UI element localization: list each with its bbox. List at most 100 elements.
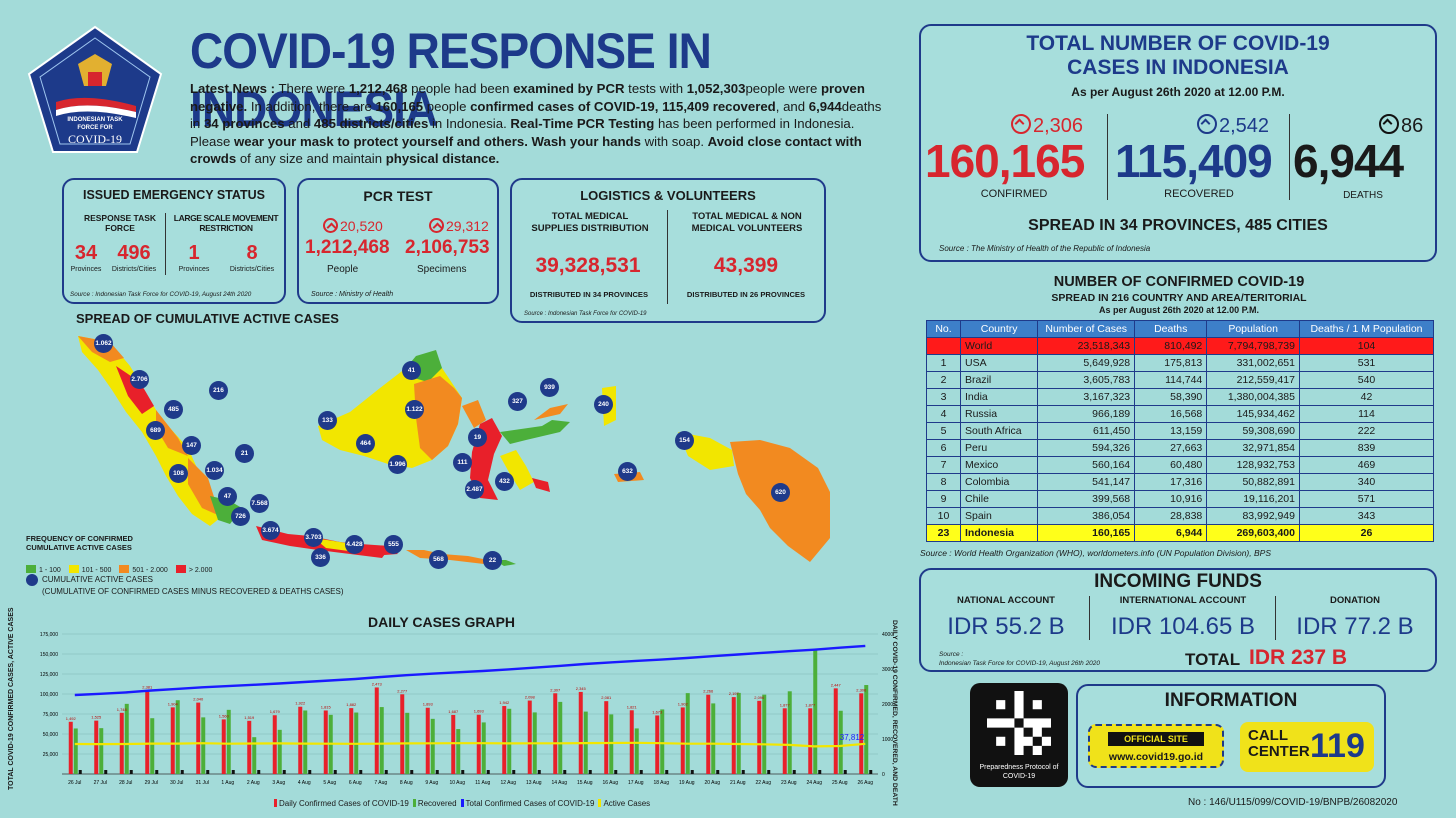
- table-cell: 611,450: [1037, 422, 1136, 440]
- recovered-bar: [303, 710, 308, 774]
- chart-legend-swatch: [460, 799, 464, 807]
- map-bubble: 432: [495, 472, 514, 491]
- news-segment: people were: [745, 81, 821, 96]
- table-cell: USA: [959, 354, 1039, 372]
- response-provinces: 34: [74, 242, 98, 264]
- map-bubble: 485: [164, 400, 183, 419]
- funds-source1: Source :: [939, 651, 964, 658]
- recovered-bar: [813, 649, 818, 774]
- spread-text: SPREAD IN 34 PROVINCES, 485 CITIES: [1028, 217, 1328, 234]
- x-tick-label: 29 Jul: [145, 780, 158, 786]
- table-header: Country: [959, 320, 1039, 338]
- x-tick-label: 27 Jul: [94, 780, 107, 786]
- qr-card[interactable]: Preparedness Protocol of COVID-19: [970, 683, 1068, 787]
- official-site-button[interactable]: OFFICIAL SITE www.covid19.go.id: [1088, 724, 1224, 768]
- supplies-distribution: DISTRIBUTED IN 34 PROVINCES: [529, 290, 649, 299]
- death-bar: [665, 770, 669, 774]
- death-bar: [767, 770, 771, 774]
- table-cell: 60,480: [1134, 456, 1208, 474]
- data-label: 1,693: [474, 709, 485, 714]
- data-label: 1,519: [244, 715, 255, 720]
- bubble-legend-icon: [26, 574, 38, 586]
- recovered-bar: [634, 728, 639, 774]
- up-arrow-icon: [1011, 114, 1031, 134]
- data-label: 2,307: [550, 687, 561, 692]
- y2-tick-label: 3000: [882, 667, 893, 673]
- map-bubble: 632: [618, 462, 637, 481]
- death-bar: [129, 770, 133, 774]
- death-bar: [741, 770, 745, 774]
- logo-line2: FORCE FOR: [77, 125, 113, 131]
- world-subtitle: SPREAD IN 216 COUNTRY AND AREA/TERITORIA…: [1051, 292, 1307, 304]
- table-cell: Colombia: [959, 473, 1039, 491]
- table-cell: India: [959, 388, 1039, 406]
- table-row: 5 South Africa 611,450 13,159 59,308,690 222: [926, 422, 1434, 440]
- death-bar: [359, 770, 363, 774]
- table-row: 6 Peru 594,326 27,663 32,971,854 839: [926, 439, 1434, 457]
- recovered-label: RECOVERED: [1164, 188, 1234, 200]
- confirmed-bar: [400, 694, 405, 774]
- death-bar: [257, 770, 261, 774]
- news-segment: of any size and maintain: [236, 151, 386, 166]
- news-segment: 485 districts/cities: [313, 116, 429, 131]
- bubble-legend-note: (CUMULATIVE OF CONFIRMED CASES MINUS REC…: [42, 587, 344, 596]
- table-cell: 386,054: [1037, 507, 1136, 525]
- confirmed-bar: [782, 708, 787, 774]
- x-tick-label: 12 Aug: [500, 780, 516, 786]
- confirmed-bar: [272, 715, 277, 774]
- news-segment: Latest News :: [190, 81, 276, 96]
- volunteers-value: 43,399: [713, 254, 779, 277]
- x-tick-label: 26 Aug: [857, 780, 873, 786]
- data-label: 2,381: [142, 685, 153, 690]
- confirmed-bar: [298, 706, 303, 774]
- death-bar: [104, 770, 108, 774]
- recovered-increase: 2,542: [1197, 114, 1269, 138]
- news-segment: people: [423, 98, 471, 114]
- x-tick-label: 6 Aug: [349, 780, 362, 786]
- world-source: Source : World Health Organization (WHO)…: [920, 548, 1271, 558]
- news-segment: examined by PCR: [513, 81, 625, 96]
- map-bubble: 47: [218, 487, 237, 506]
- table-cell: South Africa: [959, 422, 1039, 440]
- news-segment: confirmed cases of COVID-19, 115,409 rec…: [470, 98, 776, 114]
- table-cell: 8: [926, 473, 961, 491]
- map-bubble: 22: [483, 551, 502, 570]
- table-cell: 175,813: [1134, 354, 1208, 372]
- confirmed-total: 160,165: [925, 135, 1085, 187]
- table-cell: World: [959, 337, 1039, 355]
- table-cell: 160,165: [1037, 524, 1136, 542]
- table-cell: 10: [926, 507, 961, 525]
- response-districts: 496: [117, 242, 151, 264]
- confirmed-bar: [221, 719, 226, 774]
- table-cell: 6,944: [1134, 524, 1208, 542]
- totals-source: Source : The Ministry of Health of the R…: [939, 244, 1151, 253]
- x-tick-label: 13 Aug: [526, 780, 542, 786]
- recovered-bar: [838, 710, 843, 774]
- response-task-force-label: RESPONSE TASK FORCE: [83, 213, 157, 233]
- recovered-bar: [124, 703, 129, 774]
- death-bar: [639, 770, 643, 774]
- map-bubble: 41: [402, 361, 421, 380]
- news-segment: 160,165: [375, 98, 424, 114]
- table-row: 9 Chile 399,568 10,916 19,116,201 571: [926, 490, 1434, 508]
- map-bubble: 568: [429, 550, 448, 569]
- table-cell: 2: [926, 371, 961, 389]
- logo-line1: INDONESIAN TASK: [67, 117, 123, 123]
- x-tick-label: 24 Aug: [806, 780, 822, 786]
- data-label: 1,882: [346, 702, 357, 707]
- y2-tick-label: 1000: [882, 737, 893, 743]
- table-cell: 3,167,323: [1037, 388, 1136, 406]
- pcr-people-label: People: [327, 264, 359, 275]
- table-cell: 966,189: [1037, 405, 1136, 423]
- call-center-button[interactable]: CALL CENTER 119: [1240, 722, 1374, 772]
- data-label: 2,098: [525, 695, 536, 700]
- incoming-funds-panel: INCOMING FUNDS NATIONAL ACCOUNT INTERNAT…: [919, 568, 1437, 672]
- table-header: Population: [1206, 320, 1300, 338]
- table-cell: 331,002,651: [1206, 354, 1300, 372]
- map-bubble: 726: [231, 507, 250, 526]
- y-tick-label: 50,000: [43, 732, 59, 738]
- table-row: 3 India 3,167,323 58,390 1,380,004,385 42: [926, 388, 1434, 406]
- table-cell: 469: [1299, 456, 1434, 474]
- y-tick-label: 75,000: [43, 712, 59, 718]
- table-row: 4 Russia 966,189 16,568 145,934,462 114: [926, 405, 1434, 423]
